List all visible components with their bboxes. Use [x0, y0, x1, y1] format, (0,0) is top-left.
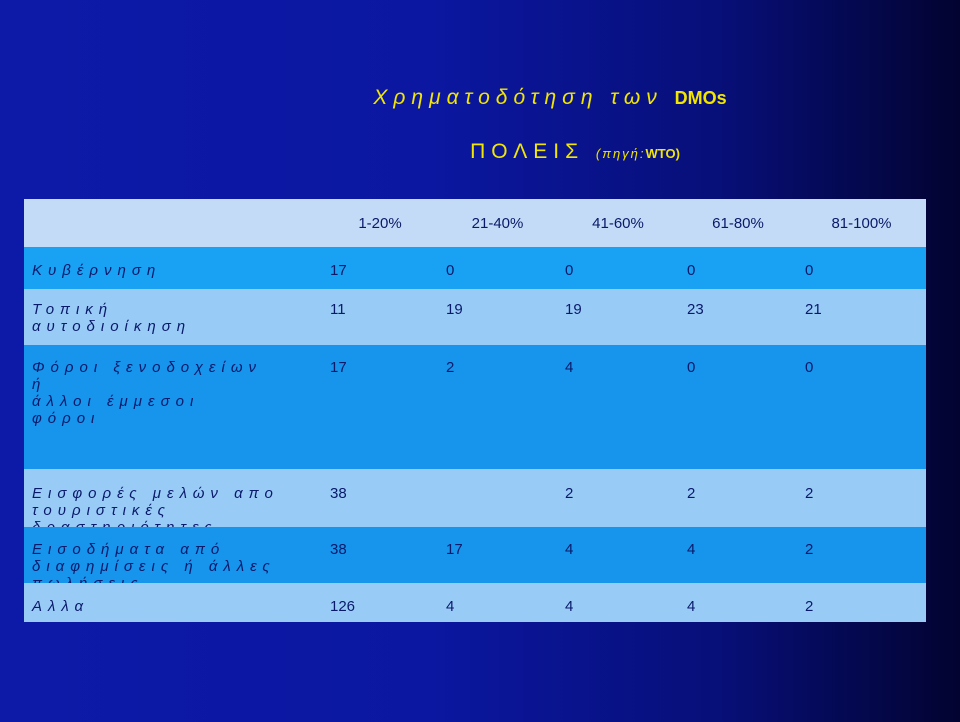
table-cell: 17 — [322, 345, 438, 469]
column-header: 21-40% — [438, 199, 557, 247]
table-cell: 0 — [797, 247, 926, 289]
slide-title: Χρηματοδότηση των DMOs — [70, 86, 960, 110]
table-cell: 4 — [438, 583, 557, 622]
table-row: Εισοδήματα από διαφημίσεις ή άλλες πωλήσ… — [24, 527, 926, 583]
slide-subtitle-text: ΠΟΛΕΙΣ — [470, 140, 585, 163]
table-cell: 0 — [797, 345, 926, 469]
table-row: Φόροι ξενοδοχείων ή άλλοι έμμεσοι φόροι … — [24, 345, 926, 469]
row-label: Αλλα — [24, 583, 322, 622]
table-cell: 38 — [322, 527, 438, 583]
table-cell: 23 — [679, 289, 797, 345]
table-row: Αλλα 126 4 4 4 2 — [24, 583, 926, 622]
table-cell: 21 — [797, 289, 926, 345]
row-label: Φόροι ξενοδοχείων ή άλλοι έμμεσοι φόροι — [24, 345, 322, 469]
row-label-line: Εισφορές μελών απο — [32, 485, 279, 502]
row-label-line: τουριστικές — [32, 502, 171, 519]
table-cell: 126 — [322, 583, 438, 622]
table-row: Εισφορές μελών απο τουριστικές δραστηριό… — [24, 469, 926, 527]
table-cell: 2 — [557, 469, 679, 527]
table-cell: 2 — [438, 345, 557, 469]
row-label: Εισφορές μελών απο τουριστικές δραστηριό… — [24, 469, 322, 527]
row-label-line: Φόροι ξενοδοχείων — [32, 359, 263, 376]
table-cell: 17 — [322, 247, 438, 289]
funding-table: 1-20% 21-40% 41-60% 61-80% 81-100% Κυβέρ… — [24, 199, 926, 622]
row-label-line: άλλοι έμμεσοι — [32, 393, 200, 410]
table-cell: 2 — [797, 583, 926, 622]
table-cell: 0 — [438, 247, 557, 289]
row-label-line: Εισοδήματα από — [32, 541, 226, 558]
table-header-row: 1-20% 21-40% 41-60% 61-80% 81-100% — [24, 199, 926, 247]
table-cell: 4 — [557, 583, 679, 622]
header-empty-cell — [24, 199, 322, 247]
row-label-line: Τοπική — [32, 301, 114, 318]
slide-title-suffix: DMOs — [674, 88, 727, 108]
table-cell: 4 — [557, 527, 679, 583]
column-header: 1-20% — [322, 199, 438, 247]
slide-title-text: Χρηματοδότηση των — [373, 86, 663, 109]
row-label-line: διαφημίσεις ή άλλες — [32, 558, 276, 575]
row-label-line: αυτοδιοίκηση — [32, 318, 192, 335]
table-cell: 0 — [679, 247, 797, 289]
table-cell: 2 — [797, 469, 926, 527]
row-label-line: Αλλα — [32, 598, 90, 615]
table-cell: 0 — [557, 247, 679, 289]
slide-subtitle: ΠΟΛΕΙΣ (πηγή:WTO) — [95, 140, 960, 164]
source-prefix: (πηγή: — [595, 146, 646, 161]
row-label-line: πωλήσεις — [32, 575, 322, 583]
table-cell: 11 — [322, 289, 438, 345]
table-cell: 0 — [679, 345, 797, 469]
table-row: Τοπική αυτοδιοίκηση 11 19 19 23 21 — [24, 289, 926, 345]
row-label: Κυβέρνηση — [24, 247, 322, 289]
table-cell: 4 — [557, 345, 679, 469]
column-header: 81-100% — [797, 199, 926, 247]
table-cell — [438, 469, 557, 527]
table-cell: 17 — [438, 527, 557, 583]
source-name: WTO) — [645, 146, 680, 161]
row-label: Τοπική αυτοδιοίκηση — [24, 289, 322, 345]
row-label-line: φόροι — [32, 410, 101, 427]
table-row: Κυβέρνηση 17 0 0 0 0 — [24, 247, 926, 289]
column-header: 41-60% — [557, 199, 679, 247]
table-cell: 2 — [679, 469, 797, 527]
table-cell: 2 — [797, 527, 926, 583]
row-label: Εισοδήματα από διαφημίσεις ή άλλες πωλήσ… — [24, 527, 322, 583]
row-label-line: δραστηριότητες — [32, 519, 322, 527]
table-cell: 4 — [679, 583, 797, 622]
column-header: 61-80% — [679, 199, 797, 247]
table-cell: 19 — [438, 289, 557, 345]
table-cell: 38 — [322, 469, 438, 527]
row-label-line: Κυβέρνηση — [32, 262, 162, 279]
table-cell: 19 — [557, 289, 679, 345]
row-label-line: ή — [32, 376, 47, 393]
table-cell: 4 — [679, 527, 797, 583]
source-note: (πηγή:WTO) — [596, 146, 680, 161]
